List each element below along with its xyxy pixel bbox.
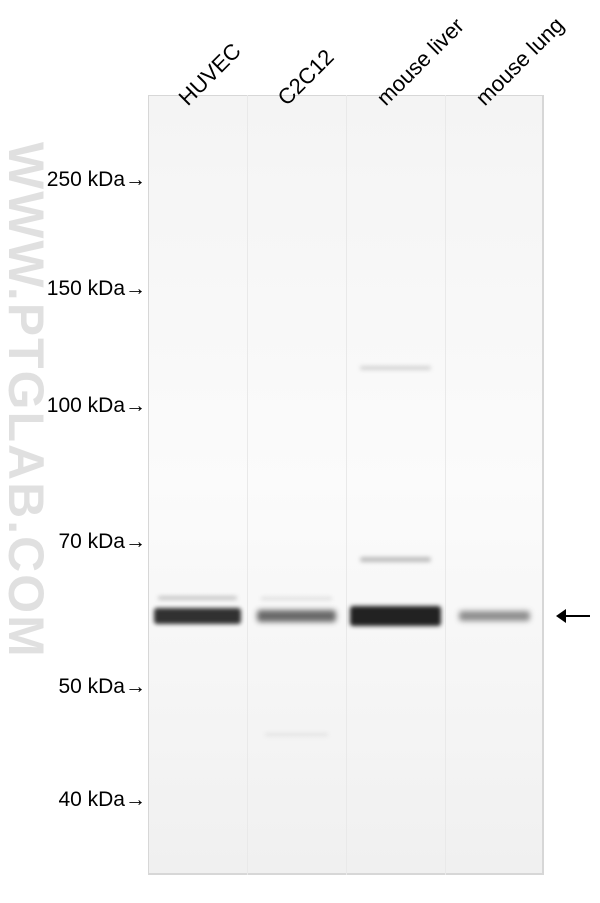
band <box>257 610 336 622</box>
mw-marker-label: 250 kDa→ <box>47 168 146 192</box>
mw-marker-label: 100 kDa→ <box>47 394 146 418</box>
mw-marker-label: 50 kDa→ <box>58 675 146 699</box>
band <box>360 366 431 370</box>
blot-membrane <box>148 95 544 875</box>
mw-marker-label: 70 kDa→ <box>58 530 146 554</box>
lane-divider <box>346 95 347 875</box>
membrane-edge <box>148 95 149 875</box>
mw-marker-label: 40 kDa→ <box>58 788 146 812</box>
band <box>265 733 328 736</box>
arrow-shaft <box>565 615 590 617</box>
lane-divider <box>445 95 446 875</box>
membrane-edge <box>542 95 544 875</box>
mw-marker-label: 150 kDa→ <box>47 277 146 301</box>
lane-divider <box>247 95 248 875</box>
band <box>459 611 530 621</box>
band <box>261 597 332 600</box>
band <box>154 608 241 624</box>
band <box>350 606 441 626</box>
western-blot-figure: 250 kDa→ 150 kDa→ 100 kDa→ 70 kDa→ 50 kDa→ 40… <box>0 0 600 903</box>
band <box>360 557 431 562</box>
target-band-arrow <box>556 609 590 623</box>
band <box>158 596 237 600</box>
